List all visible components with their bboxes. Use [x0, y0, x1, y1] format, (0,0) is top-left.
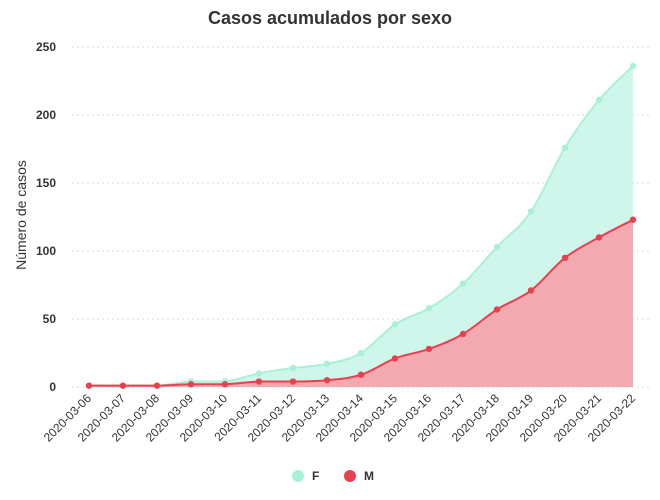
point-m-2020-03-17[interactable]	[459, 330, 467, 338]
point-m-2020-03-20[interactable]	[561, 254, 569, 261]
point-m-2020-03-09[interactable]	[187, 381, 195, 388]
legend-item-f[interactable]: F	[292, 469, 319, 483]
point-f-2020-03-22[interactable]	[629, 62, 637, 70]
point-f-2020-03-19[interactable]	[527, 208, 535, 215]
point-layer	[85, 62, 637, 389]
x-axis-ticks: 2020-03-062020-03-072020-03-082020-03-09…	[41, 391, 639, 445]
point-f-2020-03-17[interactable]	[459, 280, 467, 287]
y-axis-label: Número de casos	[13, 160, 29, 270]
point-m-2020-03-21[interactable]	[595, 234, 603, 241]
point-f-2020-03-12[interactable]	[289, 364, 297, 372]
y-tick-label: 100	[36, 244, 56, 258]
legend-marker-m	[344, 470, 356, 482]
y-tick-label: 0	[49, 380, 56, 394]
point-f-2020-03-16[interactable]	[425, 304, 433, 312]
y-axis-ticks: 0 50 100 150 200 250	[36, 40, 56, 394]
point-m-2020-03-18[interactable]	[493, 306, 501, 313]
point-f-2020-03-20[interactable]	[561, 144, 569, 151]
point-m-2020-03-12[interactable]	[289, 378, 297, 385]
legend-label-f: F	[312, 469, 319, 483]
point-m-2020-03-06[interactable]	[85, 382, 93, 389]
point-m-2020-03-10[interactable]	[221, 381, 229, 388]
y-tick-label: 150	[36, 176, 56, 190]
y-tick-label: 250	[36, 40, 56, 54]
area-layer	[89, 66, 633, 387]
point-m-2020-03-08[interactable]	[153, 382, 161, 389]
point-m-2020-03-16[interactable]	[425, 345, 433, 353]
point-m-2020-03-19[interactable]	[527, 287, 535, 294]
legend-marker-f	[292, 470, 304, 482]
point-f-2020-03-11[interactable]	[255, 370, 263, 377]
point-m-2020-03-22[interactable]	[629, 216, 637, 223]
y-tick-label: 50	[43, 312, 57, 326]
point-f-2020-03-18[interactable]	[493, 243, 501, 251]
point-f-2020-03-21[interactable]	[595, 96, 603, 104]
legend-item-m[interactable]: M	[344, 469, 374, 483]
point-f-2020-03-14[interactable]	[357, 349, 365, 357]
y-tick-label: 200	[36, 108, 56, 122]
chart-title: Casos acumulados por sexo	[208, 8, 452, 28]
point-m-2020-03-07[interactable]	[119, 382, 127, 389]
point-m-2020-03-11[interactable]	[255, 378, 263, 385]
area-m	[89, 219, 633, 387]
point-f-2020-03-13[interactable]	[323, 360, 331, 368]
point-f-2020-03-15[interactable]	[391, 321, 399, 328]
point-m-2020-03-14[interactable]	[357, 371, 365, 378]
point-m-2020-03-15[interactable]	[391, 355, 399, 362]
legend-label-m: M	[364, 469, 374, 483]
point-m-2020-03-13[interactable]	[323, 377, 331, 384]
